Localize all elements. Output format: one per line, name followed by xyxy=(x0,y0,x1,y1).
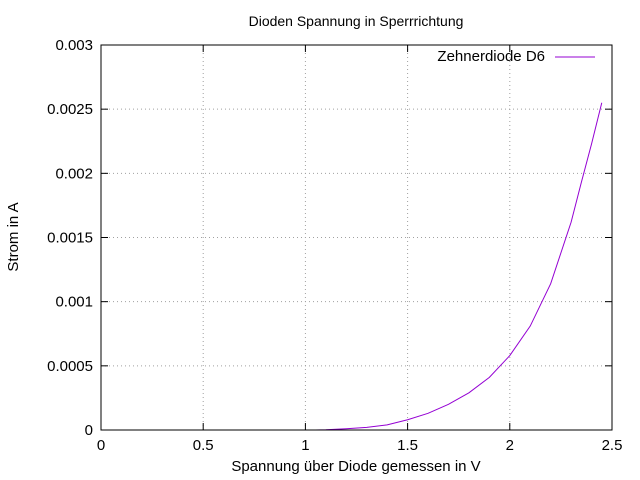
tick-label-layer: 0 0.5 1 1.5 2 2.5 0 0.0005 0.001 0.0015 0.002 0.002… xyxy=(47,37,622,454)
x-tick-label: 1 xyxy=(301,437,309,454)
y-tick-label: 0 xyxy=(85,422,93,439)
x-tick-label: 0.5 xyxy=(193,437,214,454)
x-tick-label: 2.5 xyxy=(602,437,623,454)
y-tick-label: 0.001 xyxy=(55,294,93,311)
plot-border xyxy=(100,44,613,431)
legend-label: Zehnerdiode D6 xyxy=(437,48,545,65)
grid-layer xyxy=(101,45,612,430)
y-axis-label: Strom in A xyxy=(5,202,22,271)
x-tick-label: 1.5 xyxy=(397,437,418,454)
y-tick-label: 0.003 xyxy=(55,37,93,54)
x-axis-label: Spannung über Diode gemessen in V xyxy=(231,458,480,475)
series-line xyxy=(315,102,603,431)
series-layer xyxy=(315,102,603,431)
chart-title: Dioden Spannung in Sperrrichtung xyxy=(249,13,464,29)
y-tick-label: 0.002 xyxy=(55,165,93,182)
y-tick-label: 0.0025 xyxy=(47,101,93,118)
axis-layer xyxy=(100,44,613,431)
legend: Zehnerdiode D6 xyxy=(437,48,595,65)
y-tick-label: 0.0015 xyxy=(47,230,93,247)
x-tick-label: 2 xyxy=(506,437,514,454)
x-tick-label: 0 xyxy=(97,437,105,454)
y-tick-label: 0.0005 xyxy=(47,358,93,375)
